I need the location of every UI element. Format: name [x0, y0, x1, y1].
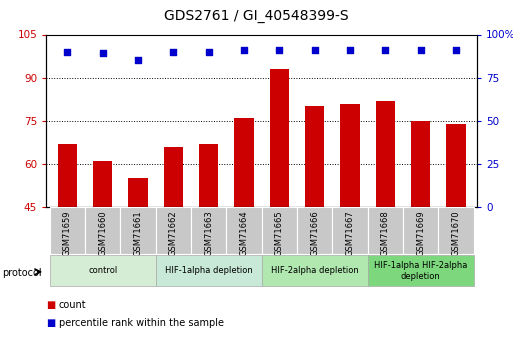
Bar — [164, 147, 183, 207]
Text: GSM71660: GSM71660 — [98, 211, 107, 256]
FancyBboxPatch shape — [226, 207, 262, 254]
Text: count: count — [59, 300, 87, 310]
Point — [346, 47, 354, 53]
Text: GDS2761 / GI_40548399-S: GDS2761 / GI_40548399-S — [164, 9, 349, 23]
Bar — [446, 124, 466, 207]
Point — [275, 47, 283, 53]
Point — [417, 47, 425, 53]
Text: GSM71666: GSM71666 — [310, 211, 319, 256]
FancyBboxPatch shape — [438, 207, 473, 254]
Text: control: control — [88, 266, 117, 275]
Text: ■: ■ — [46, 318, 55, 327]
Point — [452, 47, 460, 53]
Text: GSM71663: GSM71663 — [204, 211, 213, 256]
FancyBboxPatch shape — [262, 255, 368, 286]
Point — [240, 47, 248, 53]
FancyBboxPatch shape — [155, 207, 191, 254]
FancyBboxPatch shape — [297, 207, 332, 254]
Text: GSM71667: GSM71667 — [345, 211, 354, 256]
FancyBboxPatch shape — [368, 255, 473, 286]
Point — [63, 49, 71, 55]
Bar — [376, 101, 395, 207]
FancyBboxPatch shape — [403, 207, 438, 254]
Bar — [269, 69, 289, 207]
Point — [381, 47, 389, 53]
Text: HIF-1alpha depletion: HIF-1alpha depletion — [165, 266, 252, 275]
FancyBboxPatch shape — [191, 207, 226, 254]
FancyBboxPatch shape — [262, 207, 297, 254]
Text: GSM71665: GSM71665 — [275, 211, 284, 256]
Text: GSM71659: GSM71659 — [63, 211, 72, 256]
Text: GSM71662: GSM71662 — [169, 211, 178, 256]
Text: GSM71664: GSM71664 — [240, 211, 248, 256]
Bar — [234, 118, 254, 207]
Bar — [199, 144, 219, 207]
FancyBboxPatch shape — [121, 207, 155, 254]
Bar — [128, 178, 148, 207]
Bar — [340, 104, 360, 207]
FancyBboxPatch shape — [155, 255, 262, 286]
Bar — [57, 144, 77, 207]
Text: HIF-1alpha HIF-2alpha
depletion: HIF-1alpha HIF-2alpha depletion — [374, 261, 467, 280]
Bar — [411, 121, 430, 207]
Text: ■: ■ — [46, 300, 55, 310]
FancyBboxPatch shape — [85, 207, 121, 254]
Point — [134, 58, 142, 63]
Text: percentile rank within the sample: percentile rank within the sample — [59, 318, 224, 327]
FancyBboxPatch shape — [50, 255, 155, 286]
Point — [310, 47, 319, 53]
Text: GSM71661: GSM71661 — [133, 211, 143, 256]
Text: HIF-2alpha depletion: HIF-2alpha depletion — [271, 266, 359, 275]
Text: GSM71669: GSM71669 — [416, 211, 425, 256]
Text: protocol: protocol — [3, 268, 42, 277]
Point — [169, 49, 177, 55]
Text: GSM71670: GSM71670 — [451, 211, 460, 256]
Point — [98, 51, 107, 56]
FancyBboxPatch shape — [50, 207, 85, 254]
Text: GSM71668: GSM71668 — [381, 211, 390, 256]
Point — [205, 49, 213, 55]
FancyBboxPatch shape — [368, 207, 403, 254]
FancyBboxPatch shape — [332, 207, 368, 254]
Bar — [93, 161, 112, 207]
Bar — [305, 106, 324, 207]
